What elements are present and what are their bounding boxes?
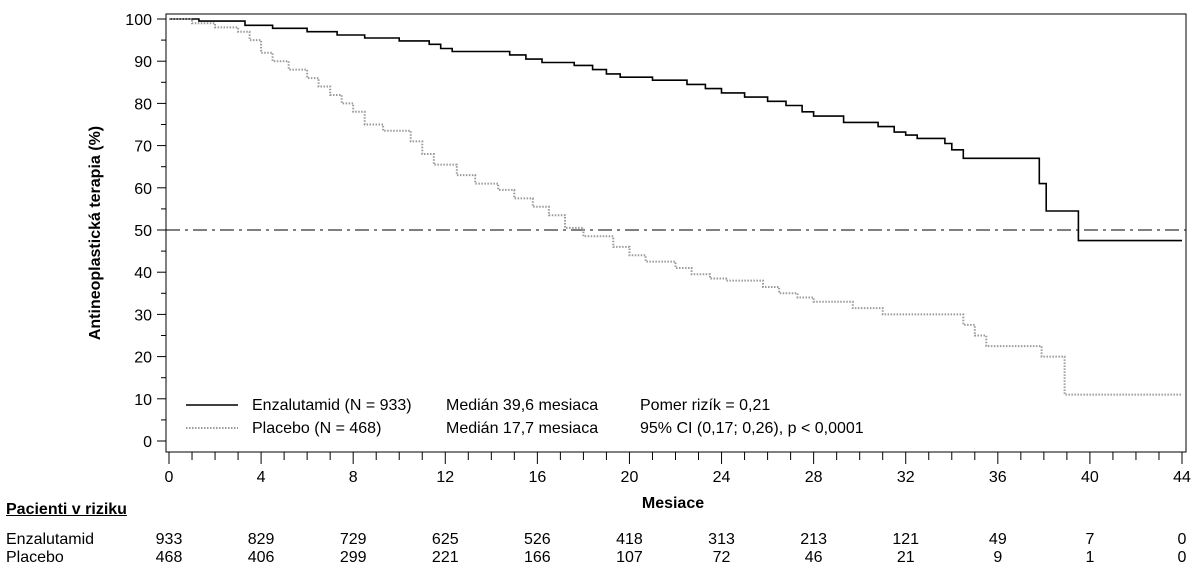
legend: Enzalutamid (N = 933) Placebo (N = 468) … [186,397,864,437]
risk-cell: 21 [896,549,915,566]
risk-cell: 418 [616,531,643,548]
risk-cell: 625 [431,531,459,548]
x-tick-label: 12 [436,469,454,486]
y-tick-label: 0 [143,434,152,451]
series-line-enzalutamid [169,18,1182,242]
risk-cell: 7 [1085,531,1095,548]
x-tick-label: 8 [349,469,358,486]
y-tick-label: 50 [134,223,152,240]
legend-median-placebo: Medián 17,7 mesiaca [446,420,598,437]
x-tick-label: 20 [621,469,639,486]
x-tick-label: 40 [1081,469,1099,486]
risk-cell: 829 [247,531,275,548]
risk-cell: 107 [616,549,643,566]
y-tick-label: 60 [134,181,152,198]
risk-cell: 729 [339,531,367,548]
y-tick-label: 70 [134,139,152,156]
risk-cell: 1 [1085,549,1095,566]
risk-cell: 46 [804,549,823,566]
risk-cell: 933 [155,531,183,548]
y-tick-label: 100 [125,12,152,29]
risk-cell: 221 [431,549,459,566]
risk-cell: 72 [712,549,731,566]
y-axis-label: Antineoplastická terapia (%) [87,126,104,340]
risk-cell: 9 [993,549,1003,566]
legend-confidence-interval: 95% CI (0,17; 0,26), p < 0,0001 [640,420,864,437]
risk-row-label-enzalutamid: Enzalutamid [6,531,95,548]
y-tick-label: 10 [134,392,152,409]
legend-label-enzalutamid: Enzalutamid (N = 933) [252,397,412,414]
risk-cell: 166 [524,549,551,566]
y-tick-label: 90 [134,54,152,71]
x-tick-label: 44 [1173,469,1191,486]
risk-cell: 49 [988,531,1007,548]
risk-row-enzalutamid: 933 829 729 625 526 418 313 213 121 49 7 0 [0,531,1192,549]
plot-frame [165,13,1187,453]
risk-table-title: Pacienti v riziku [6,501,127,518]
risk-cell: 121 [892,531,920,548]
y-axis: 0 10 20 30 40 50 60 70 80 90 100 [125,12,167,451]
x-tick-label: 16 [528,469,546,486]
x-tick-label: 4 [257,469,266,486]
legend-label-placebo: Placebo (N = 468) [252,420,381,437]
x-tick-label: 0 [165,469,174,486]
y-tick-label: 30 [134,307,152,324]
risk-row-placebo: 468 406 299 221 166 107 72 46 21 9 1 0 [0,549,1192,567]
x-tick-label: 36 [989,469,1007,486]
risk-cell: 468 [155,549,183,566]
risk-cell: 313 [708,531,735,548]
x-axis: 0 4 8 12 16 20 24 28 32 36 40 44 [165,452,1191,486]
risk-row-label-placebo: Placebo [6,549,64,566]
x-tick-label: 32 [897,469,915,486]
risk-cell: 406 [247,549,275,566]
risk-cell: 213 [800,531,827,548]
x-axis-label: Mesiace [642,495,704,512]
legend-hazard-ratio: Pomer rizík = 0,21 [640,397,770,414]
y-tick-label: 20 [134,350,152,367]
risk-cell: 526 [524,531,551,548]
y-tick-label: 80 [134,96,152,113]
series-line-placebo [169,18,1182,396]
x-tick-label: 28 [805,469,823,486]
y-tick-label: 40 [134,265,152,282]
survival-curves [169,18,1182,396]
x-tick-label: 24 [713,469,731,486]
legend-median-enzalutamid: Medián 39,6 mesiaca [446,397,598,414]
risk-cell: 0 [1177,549,1187,566]
risk-cell: 0 [1177,531,1187,548]
risk-cell: 299 [339,549,367,566]
